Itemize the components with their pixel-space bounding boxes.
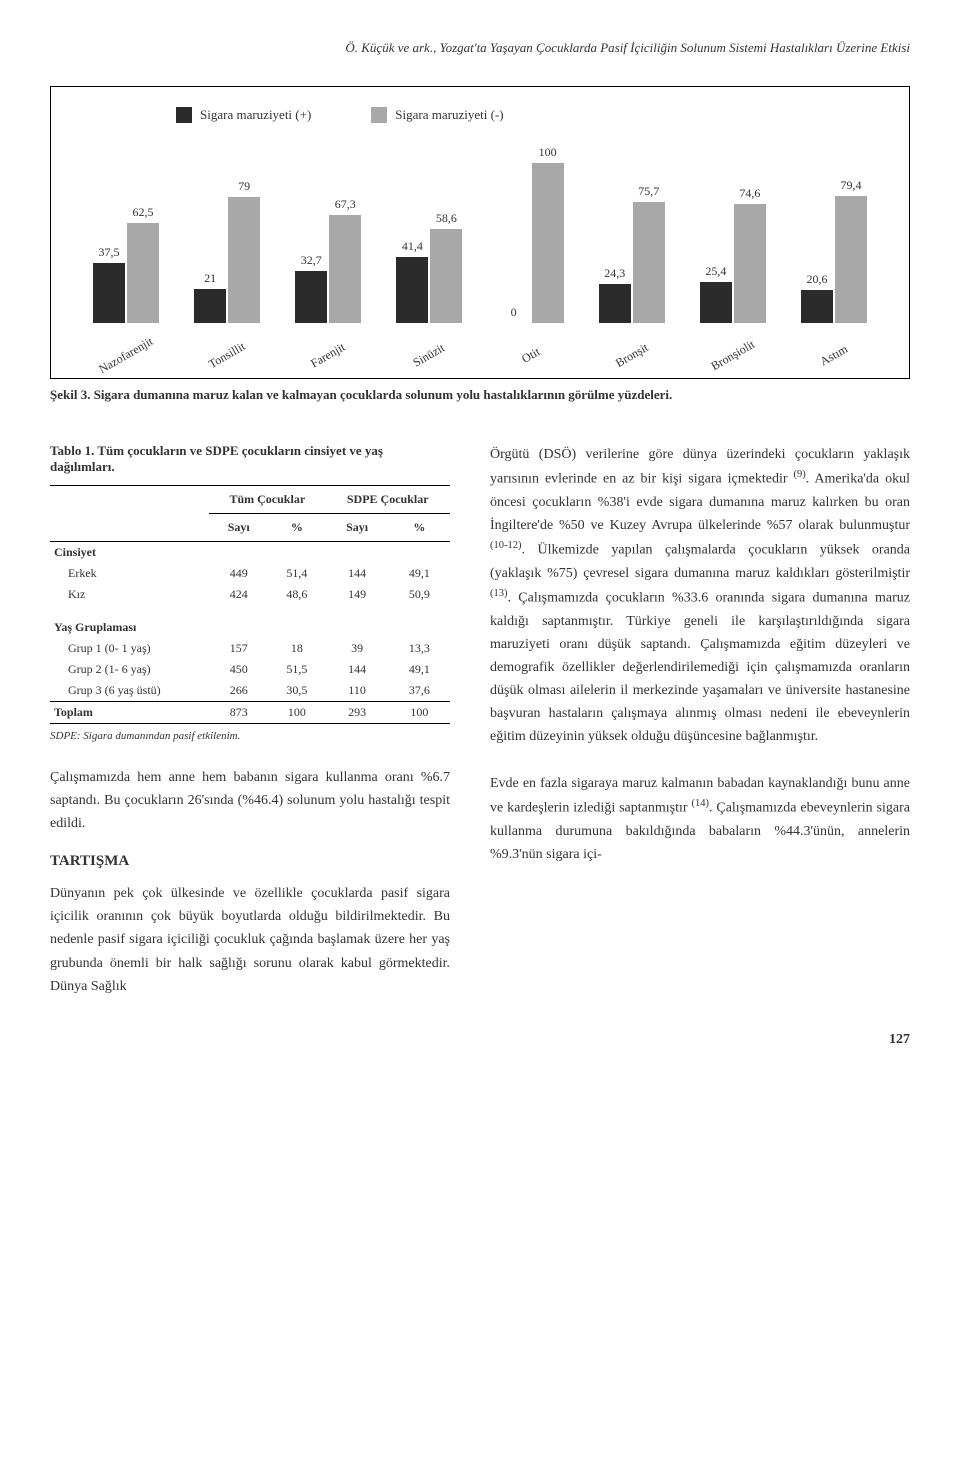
legend-label: Sigara maruziyeti (-) bbox=[395, 107, 503, 123]
x-axis-label: Bronşit bbox=[589, 327, 674, 385]
bar-value-label: 41,4 bbox=[402, 239, 423, 254]
legend-swatch bbox=[371, 107, 387, 123]
right-paragraph-2: Evde en fazla sigaraya maruz kalmanın ba… bbox=[490, 772, 910, 866]
section-heading: TARTIŞMA bbox=[50, 853, 450, 870]
left-paragraph-2: Dünyanın pek çok ülkesinde ve özellikle … bbox=[50, 882, 450, 997]
bar-value-label: 25,4 bbox=[705, 264, 726, 279]
bar-value-label: 24,3 bbox=[604, 266, 625, 281]
bar-positive: 32,7 bbox=[295, 271, 327, 323]
bar-value-label: 75,7 bbox=[638, 184, 659, 199]
legend-item: Sigara maruziyeti (+) bbox=[176, 107, 311, 123]
bar-value-label: 74,6 bbox=[739, 186, 760, 201]
page-number: 127 bbox=[50, 1032, 910, 1048]
bar-group: 24,375,7 bbox=[587, 163, 677, 323]
legend-item: Sigara maruziyeti (-) bbox=[371, 107, 503, 123]
bar-negative: 100 bbox=[532, 163, 564, 323]
bar-group: 2179 bbox=[182, 163, 272, 323]
legend-swatch bbox=[176, 107, 192, 123]
bar-value-label: 37,5 bbox=[99, 245, 120, 260]
bar-value-label: 58,6 bbox=[436, 211, 457, 226]
bar-value-label: 0 bbox=[511, 305, 517, 320]
x-axis-label: Sinüzit bbox=[387, 327, 472, 385]
page-header: Ö. Küçük ve ark., Yozgat'ta Yaşayan Çocu… bbox=[50, 40, 910, 56]
bar-positive: 24,3 bbox=[599, 284, 631, 323]
bar-positive: 37,5 bbox=[93, 263, 125, 323]
bar-positive: 25,4 bbox=[700, 282, 732, 323]
table-title: Tablo 1. Tüm çocukların ve SDPE çocuklar… bbox=[50, 443, 450, 475]
bar-negative: 74,6 bbox=[734, 204, 766, 323]
chart-legend: Sigara maruziyeti (+) Sigara maruziyeti (… bbox=[176, 107, 884, 123]
bar-value-label: 79,4 bbox=[840, 178, 861, 193]
x-axis-label: Nazofarenjit bbox=[83, 327, 168, 385]
bar-negative: 67,3 bbox=[329, 215, 361, 323]
bar-value-label: 62,5 bbox=[133, 205, 154, 220]
bar-negative: 58,6 bbox=[430, 229, 462, 323]
bar-positive: 20,6 bbox=[801, 290, 833, 323]
bar-value-label: 32,7 bbox=[301, 253, 322, 268]
bar-positive: 21 bbox=[194, 289, 226, 323]
x-axis-label: Farenjit bbox=[286, 327, 371, 385]
demographics-table: Tüm ÇocuklarSDPE ÇocuklarSayı%Sayı%Cinsi… bbox=[50, 485, 450, 724]
bar-group: 32,767,3 bbox=[283, 163, 373, 323]
bar-group: 37,562,5 bbox=[81, 163, 171, 323]
bar-chart: Sigara maruziyeti (+) Sigara maruziyeti (… bbox=[50, 86, 910, 379]
bar-negative: 75,7 bbox=[633, 202, 665, 323]
bar-negative: 79,4 bbox=[835, 196, 867, 323]
bar-negative: 79 bbox=[228, 197, 260, 323]
bar-value-label: 21 bbox=[204, 271, 216, 286]
bar-group: 0 100 bbox=[486, 163, 576, 323]
right-paragraph-1: Örgütü (DSÖ) verilerine göre dünya üzeri… bbox=[490, 443, 910, 748]
x-axis-label: Astım bbox=[791, 327, 876, 385]
bar-value-label: 79 bbox=[238, 179, 250, 194]
left-paragraph-1: Çalışmamızda hem anne hem babanın sigara… bbox=[50, 766, 450, 835]
chart-x-labels: NazofarenjitTonsillitFarenjitSinüzitOtit… bbox=[76, 348, 884, 363]
bar-value-label: 100 bbox=[539, 145, 557, 160]
legend-label: Sigara maruziyeti (+) bbox=[200, 107, 311, 123]
x-axis-label: Bronşiolit bbox=[690, 327, 775, 385]
x-axis-label: Tonsillit bbox=[184, 327, 269, 385]
bar-positive: 41,4 bbox=[396, 257, 428, 323]
x-axis-label: Otit bbox=[488, 327, 573, 385]
bar-group: 20,679,4 bbox=[789, 163, 879, 323]
bar-value-label: 67,3 bbox=[335, 197, 356, 212]
chart-bars: 37,562,5217932,767,341,458,6010024,375,7… bbox=[76, 143, 884, 323]
table-note: SDPE: Sigara dumanından pasif etkilenim. bbox=[50, 730, 450, 742]
bar-group: 25,474,6 bbox=[688, 163, 778, 323]
bar-value-label: 20,6 bbox=[806, 272, 827, 287]
bar-negative: 62,5 bbox=[127, 223, 159, 323]
figure-caption: Şekil 3. Sigara dumanına maruz kalan ve … bbox=[50, 387, 910, 403]
bar-group: 41,458,6 bbox=[384, 163, 474, 323]
